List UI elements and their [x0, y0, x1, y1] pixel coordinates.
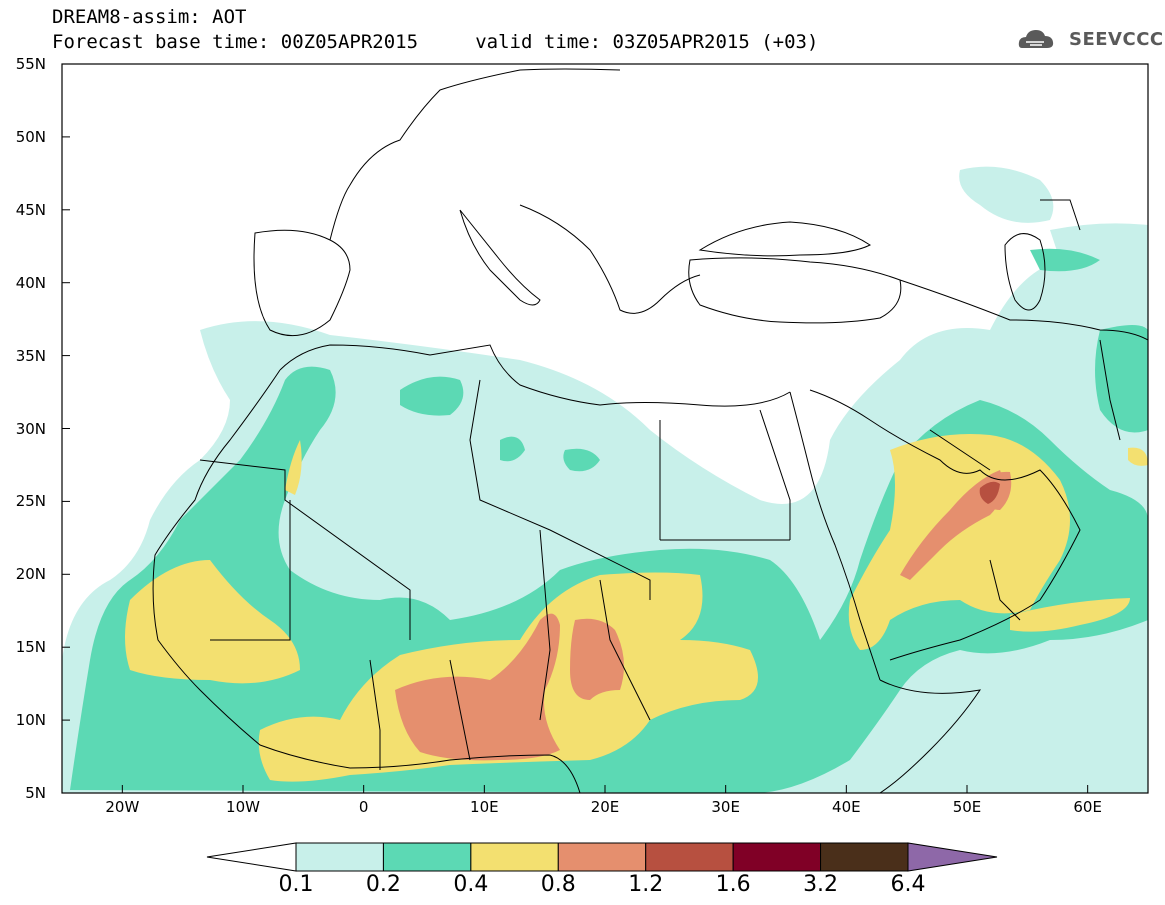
lat-label: 20N — [15, 565, 46, 584]
colorbar-swatch — [820, 842, 909, 872]
colorbar — [206, 842, 998, 872]
colorbar-label: 0.2 — [365, 872, 401, 897]
colorbar-label: 6.4 — [890, 872, 926, 897]
lat-label: 55N — [15, 55, 46, 73]
lon-label: 50E — [952, 798, 982, 816]
logo-text: SEEVCCC — [1069, 29, 1164, 50]
lon-label: 60E — [1073, 798, 1102, 816]
lat-label: 5N — [25, 784, 46, 802]
lat-label: 50N — [15, 127, 46, 146]
lon-label: 20E — [590, 798, 620, 816]
map-title: DREAM8-assim: AOT — [52, 6, 247, 28]
colorbar-label: 0.1 — [278, 872, 314, 897]
aot-band-1.2-1.6 — [979, 481, 1000, 504]
lon-label: 0 — [358, 798, 369, 816]
lat-label: 40N — [15, 273, 46, 292]
lon-label: 20W — [105, 798, 140, 816]
colorbar-swatch — [470, 842, 559, 872]
lon-label: 40E — [832, 798, 861, 816]
colorbar-label: 0.8 — [540, 872, 576, 897]
colorbar-swatch — [732, 842, 822, 872]
map-subtitle: Forecast base time: 00Z05APR2015 valid t… — [52, 31, 819, 53]
colorbar-label: 1.2 — [628, 872, 664, 897]
colorbar-label: 1.6 — [715, 872, 751, 897]
colorbar-swatch — [382, 842, 472, 872]
lat-label: 35N — [15, 346, 46, 365]
colorbar-swatch — [295, 842, 384, 872]
lat-label: 45N — [15, 200, 46, 219]
colorbar-label: 0.4 — [453, 872, 489, 897]
lon-label: 30E — [711, 798, 740, 816]
colorbar-label: 3.2 — [803, 872, 839, 897]
lat-label: 10N — [15, 711, 46, 730]
lat-label: 25N — [15, 492, 46, 511]
colorbar-swatch — [557, 842, 647, 872]
lat-label: 15N — [15, 638, 46, 657]
aot-band-0.8-1.2 — [395, 470, 1012, 761]
lon-label: 10W — [226, 798, 260, 816]
lon-label: 10E — [470, 798, 499, 816]
cloud-icon — [1018, 30, 1054, 48]
lat-label: 30N — [15, 419, 46, 438]
coastlines — [152, 68, 1148, 793]
colorbar-swatch — [645, 842, 734, 872]
